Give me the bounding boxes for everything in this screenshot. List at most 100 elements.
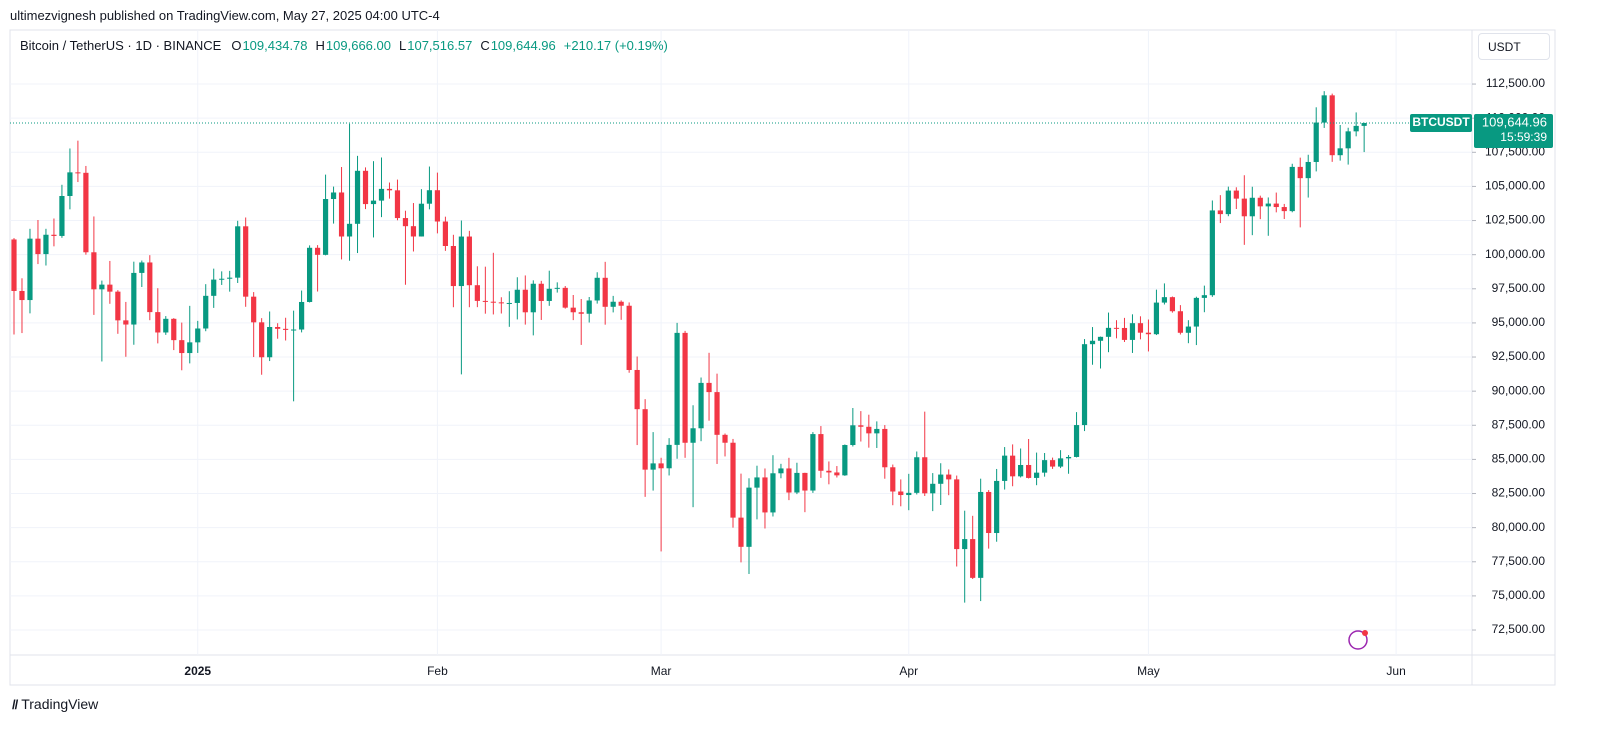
- candle-body: [1065, 456, 1072, 459]
- candle-body: [498, 302, 504, 304]
- y-tick-label: 90,000.00: [1492, 383, 1546, 397]
- candle-body: [658, 463, 664, 469]
- candle-body: [1105, 327, 1112, 337]
- candle-body: [514, 289, 520, 303]
- y-tick-label: 95,000.00: [1492, 315, 1546, 329]
- candle-body: [1329, 95, 1335, 156]
- y-tick-label: 80,000.00: [1492, 520, 1546, 534]
- candle-body: [946, 474, 952, 480]
- candle-body: [1049, 460, 1056, 467]
- alert-icon[interactable]: [1348, 630, 1368, 650]
- candle-body: [115, 291, 121, 321]
- candle-body: [11, 239, 17, 291]
- candle-body: [1249, 197, 1255, 217]
- candle-body: [283, 328, 289, 330]
- candle-body: [458, 236, 464, 287]
- candle-body: [922, 457, 928, 494]
- candle-body: [818, 434, 824, 471]
- candle-body: [171, 318, 177, 341]
- candle-body: [874, 428, 880, 434]
- candle-body: [306, 247, 313, 302]
- candle-body: [586, 300, 592, 314]
- candle-body: [51, 234, 57, 236]
- candle-body: [1002, 455, 1008, 481]
- candle-body: [778, 468, 784, 474]
- currency-button[interactable]: USDT: [1478, 33, 1550, 60]
- candle-body: [1121, 327, 1128, 340]
- candle-body: [1169, 297, 1176, 312]
- candle-body: [738, 517, 744, 547]
- candle-body: [267, 326, 273, 358]
- y-tick-label: 105,000.00: [1485, 179, 1545, 193]
- field-value: 109,434.78: [242, 38, 308, 53]
- y-tick-label: 92,500.00: [1492, 349, 1546, 363]
- candle-body: [442, 221, 449, 246]
- candle-body: [235, 226, 241, 278]
- candle-body: [1281, 207, 1287, 212]
- candle-body: [826, 470, 832, 473]
- candle-body: [962, 539, 968, 550]
- candle-body: [418, 203, 425, 237]
- candle-body: [1265, 203, 1271, 207]
- candle-body: [43, 234, 49, 255]
- candle-body: [770, 473, 776, 513]
- x-tick-label: Feb: [427, 664, 448, 678]
- y-tick-label: 82,500.00: [1492, 486, 1546, 500]
- candle-body: [1041, 460, 1048, 473]
- candle-body: [19, 290, 25, 301]
- candle-body: [187, 342, 193, 354]
- candle-body: [1313, 122, 1319, 162]
- candle-body: [1081, 344, 1088, 426]
- candle-body: [578, 312, 584, 314]
- symbol-tag-label: BTCUSDT: [1412, 115, 1470, 129]
- candle-body: [434, 190, 441, 222]
- candle-body: [602, 277, 608, 307]
- candle-body: [1129, 323, 1136, 340]
- candle-body: [1177, 311, 1183, 333]
- candle-body: [522, 289, 528, 313]
- candle-body: [299, 301, 305, 330]
- x-tick-label: May: [1137, 664, 1160, 678]
- candle-body: [570, 307, 576, 313]
- candle-body: [722, 434, 728, 443]
- candle-body: [370, 200, 377, 205]
- candle-body: [866, 426, 872, 434]
- candle-body: [131, 272, 137, 325]
- candle-body: [211, 279, 217, 296]
- candle-body: [378, 188, 385, 201]
- price-tag: [1474, 114, 1553, 149]
- y-tick-label: 87,500.00: [1492, 417, 1546, 431]
- field-value: 109,644.96: [490, 38, 556, 53]
- candle-body: [426, 190, 433, 204]
- candle-body: [906, 492, 912, 496]
- change: +210.17 (+0.19%): [563, 38, 668, 53]
- candle-body: [650, 463, 656, 470]
- candle-body: [970, 539, 976, 578]
- symbol: Bitcoin / TetherUS · 1D · BINANCE: [20, 38, 222, 53]
- x-tick-label: Jun: [1386, 664, 1405, 678]
- candle-body: [1161, 297, 1168, 303]
- candle-body: [227, 277, 233, 279]
- candle-body: [1273, 203, 1279, 208]
- candle-body: [27, 238, 33, 301]
- candle-body: [666, 444, 672, 469]
- y-tick-label: 97,500.00: [1492, 281, 1546, 295]
- candle-body: [978, 491, 984, 578]
- candle-body: [682, 332, 688, 443]
- candle-body: [91, 252, 97, 290]
- candle-body: [1217, 210, 1223, 215]
- candle-body: [954, 479, 960, 550]
- y-tick-label: 100,000.00: [1485, 247, 1545, 261]
- field-label: L: [399, 38, 407, 53]
- candle-body: [1033, 472, 1040, 478]
- candle-body: [882, 428, 888, 468]
- candle-body: [338, 192, 345, 237]
- candle-body: [1026, 464, 1032, 478]
- candle-body: [259, 322, 265, 358]
- candle-body: [794, 472, 800, 493]
- candle-body: [75, 172, 81, 174]
- candle-body: [938, 474, 944, 484]
- candle-body: [1225, 190, 1231, 215]
